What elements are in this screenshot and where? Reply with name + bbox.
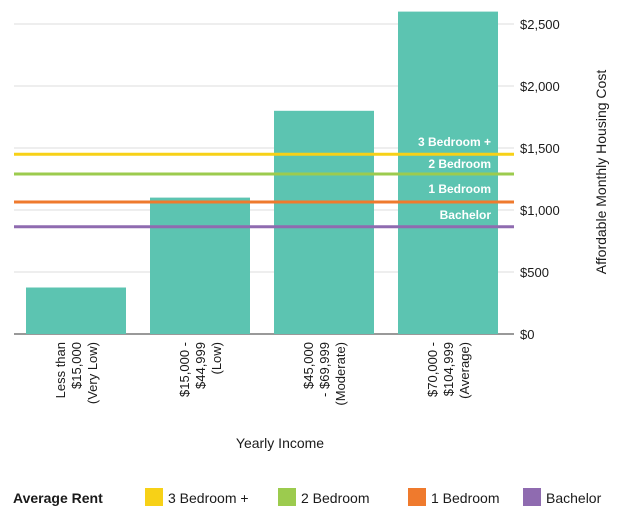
bar [150,197,250,334]
legend-label: 2 Bedroom [301,490,369,506]
legend-title: Average Rent [13,490,103,506]
x-tick-label-line: (Moderate) [333,342,348,406]
x-tick-label-line: $45,000 [301,342,316,389]
y-tick-label: $2,000 [520,79,560,94]
reference-lines: 3 Bedroom + 2 Bedroom 1 Bedroom Bachelor [14,135,514,229]
x-tick-label-line: $104,999 [441,342,456,396]
x-tick-label-line: $15,000 [69,342,84,389]
reference-line-label: 2 Bedroom [428,157,491,171]
x-tick-label-line: $15,000 - [177,342,192,397]
reference-line-label: 1 Bedroom [428,182,491,196]
x-axis-ticks: Less than $15,000 (Very Low) $15,000 - $44,9… [53,342,472,406]
x-tick-label: $70,000 - $104,999 (Average) [425,342,472,399]
x-tick-label: Less than $15,000 (Very Low) [53,342,100,404]
reference-line-label: 3 Bedroom + [418,135,491,149]
x-axis-title: Yearly Income [236,435,324,451]
y-tick-label: $500 [520,265,549,280]
legend-swatch [145,488,163,506]
legend: Average Rent 3 Bedroom + 2 Bedroom 1 Bedro… [13,488,602,506]
y-axis-ticks: $0 $500 $1,000 $1,500 $2,000 $2,500 [520,17,560,342]
x-tick-label-line: - $69,999 [317,342,332,397]
legend-label: 3 Bedroom + [168,490,249,506]
bar [274,110,374,334]
x-tick-label-line: Less than [53,342,68,398]
legend-label: 1 Bedroom [431,490,499,506]
x-tick-label: $45,000- $69,999 (Moderate) [301,342,348,406]
bar [26,287,126,334]
x-tick-label-line: (Average) [457,342,472,399]
legend-label: Bachelor [546,490,602,506]
reference-line-label: Bachelor [440,208,492,222]
y-tick-label: $1,500 [520,141,560,156]
y-axis-title: Affordable Monthly Housing Cost [593,70,609,275]
legend-swatch [523,488,541,506]
y-tick-label: $0 [520,327,534,342]
legend-swatch [408,488,426,506]
x-tick-label: $15,000 - $44,999 (Low) [177,342,224,397]
x-tick-label-line: (Very Low) [85,342,100,404]
x-tick-label-line: $70,000 - [425,342,440,397]
x-tick-label-line: (Low) [209,342,224,375]
legend-swatch [278,488,296,506]
x-tick-label-line: $44,999 [193,342,208,389]
y-tick-label: $1,000 [520,203,560,218]
y-tick-label: $2,500 [520,17,560,32]
